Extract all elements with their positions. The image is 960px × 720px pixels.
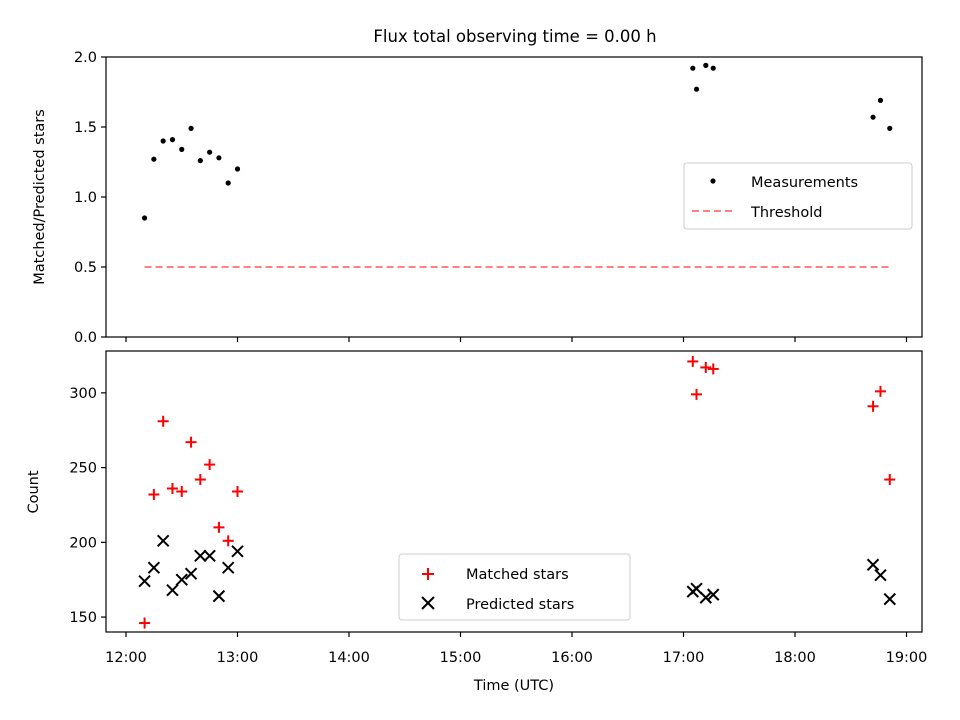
predicted-star-point <box>194 549 207 562</box>
measurement-point <box>710 65 716 71</box>
measurement-point <box>160 138 166 144</box>
matched-star-point <box>232 486 243 497</box>
count-y-tick-label: 250 <box>69 461 97 477</box>
matched-star-point <box>204 459 216 471</box>
legend-measurements-label: Measurements <box>751 175 858 191</box>
legend-predicted-label: Predicted stars <box>466 597 574 613</box>
x-tick-label: 15:00 <box>440 650 482 666</box>
ratio-y-ticks: 0.0 0.5 1.0 1.5 2.0 <box>74 50 106 346</box>
predicted-star-point <box>231 545 244 558</box>
ratio-marks <box>141 62 893 268</box>
count-x-ticks: 12:00 13:00 14:00 15:00 16:00 17:00 18:00 19:00 <box>105 632 927 666</box>
x-tick-label: 13:00 <box>217 650 259 666</box>
measurement-point <box>887 125 893 131</box>
matched-star-point <box>867 400 879 412</box>
ratio-legend: Measurements Threshold <box>683 162 913 230</box>
matched-star-point <box>148 488 160 500</box>
ratio-y-tick-label: 2.0 <box>74 50 97 66</box>
measurement-point <box>234 166 241 172</box>
predicted-star-point <box>166 583 179 597</box>
x-tick-label: 17:00 <box>663 650 705 666</box>
measurement-point <box>207 149 213 155</box>
count-y-tick-label: 150 <box>69 610 97 626</box>
measurement-point <box>877 97 884 103</box>
predicted-star-point <box>175 573 188 586</box>
ratio-panel: 0.00.51.01.52.0 Matched/Predicted stars … <box>32 50 923 346</box>
measurement-point <box>169 137 176 143</box>
count-legend-box <box>398 553 631 621</box>
matched-star-point <box>874 385 886 397</box>
measurement-point <box>141 215 148 221</box>
ratio-x-ticks <box>125 337 908 342</box>
legend-measurements-marker <box>710 178 716 184</box>
x-tick-label: 19:00 <box>886 650 928 666</box>
matched-star-point <box>185 436 197 448</box>
matched-star-point <box>139 617 151 629</box>
matched-star-point <box>194 474 206 486</box>
ratio-y-tick-label: 1.0 <box>74 190 97 206</box>
measurement-point <box>690 65 696 71</box>
count-marks <box>138 355 896 629</box>
x-tick-label: 16:00 <box>551 650 593 666</box>
predicted-star-point <box>699 591 713 604</box>
measurement-point <box>179 146 185 152</box>
measurement-point <box>151 156 157 162</box>
chart-title: Flux total observing time = 0.00 h <box>373 27 656 46</box>
count-y-tick-label: 300 <box>69 386 97 402</box>
matched-star-point <box>700 361 712 373</box>
measurement-point <box>693 86 700 92</box>
matched-star-point <box>157 415 169 427</box>
predicted-star-point <box>222 561 235 574</box>
count-y-ticks: 150 200 250 300 <box>69 386 106 626</box>
ratio-y-tick-label: 1.5 <box>74 120 97 136</box>
legend-threshold-label: Threshold <box>750 205 822 221</box>
x-tick-label: 14:00 <box>328 650 370 666</box>
count-y-tick-label: 200 <box>69 535 97 551</box>
measurement-point <box>188 125 194 131</box>
predicted-star-point <box>147 561 161 574</box>
matched-star-point <box>166 483 178 495</box>
matched-star-point <box>176 486 188 497</box>
predicted-star-point <box>866 558 880 571</box>
legend-matched-marker <box>422 568 434 580</box>
x-axis-label: Time (UTC) <box>473 678 554 694</box>
ratio-legend-box <box>683 162 913 230</box>
measurement-point <box>197 158 203 164</box>
measurement-point <box>225 180 231 186</box>
ratio-y-tick-label: 0.0 <box>74 330 97 346</box>
count-panel: 150 200 250 300 12:00 13:00 14:00 15:00 16:00 17… <box>26 350 927 694</box>
predicted-star-point <box>707 588 720 601</box>
legend-matched-label: Matched stars <box>466 567 569 583</box>
matched-star-point <box>707 363 719 375</box>
count-legend: Matched stars Predicted stars <box>398 553 631 621</box>
matched-star-point <box>884 474 896 486</box>
ratio-y-tick-label: 0.5 <box>74 260 97 276</box>
measurement-point <box>216 155 222 161</box>
matched-star-point <box>691 388 703 400</box>
predicted-star-point <box>203 549 216 562</box>
matched-star-point <box>213 521 225 533</box>
predicted-star-point <box>184 567 198 580</box>
measurement-point <box>703 62 709 68</box>
matched-star-point <box>687 355 699 367</box>
predicted-star-point <box>138 574 151 588</box>
x-tick-label: 12:00 <box>105 650 147 666</box>
predicted-star-point <box>874 568 887 582</box>
legend-predicted-marker <box>421 596 435 610</box>
predicted-star-point <box>212 589 226 603</box>
ratio-y-label: Matched/Predicted stars <box>32 109 48 285</box>
x-tick-label: 18:00 <box>774 650 816 666</box>
predicted-star-point <box>883 592 896 606</box>
count-y-label: Count <box>26 470 42 513</box>
predicted-star-point <box>156 534 170 548</box>
matched-star-point <box>222 535 234 547</box>
measurement-point <box>870 114 876 120</box>
